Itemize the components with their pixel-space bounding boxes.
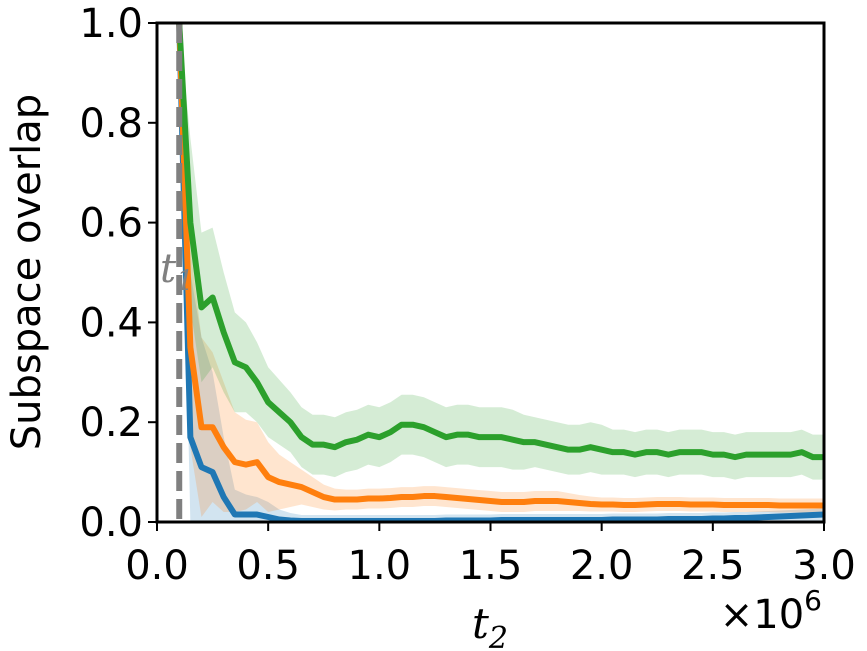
t1-marker-label: t1 (160, 246, 194, 297)
series-1-line (176, 23, 824, 509)
series-2-line (176, 23, 824, 461)
series-lines (176, 23, 824, 522)
series-1-band (179, 23, 824, 518)
y-tick-label: 0.4 (79, 300, 143, 346)
series-2-band (179, 23, 824, 480)
x-tick-label: 2.0 (570, 543, 634, 589)
x-tick-label: 1.5 (459, 543, 523, 589)
y-tick-label: 0.8 (79, 101, 143, 147)
x-axis-label: t2 (472, 599, 508, 651)
x-tick-label: 0.0 (125, 543, 189, 589)
y-tick-label: 0.6 (79, 201, 143, 247)
x-tick-label: 2.5 (681, 543, 745, 589)
x-axis-ticks: 0.0 0.5 1.0 1.5 2.0 2.5 3.0 (125, 522, 856, 589)
x-axis-label-sub: 2 (488, 621, 508, 651)
y-tick-label: 0.2 (79, 400, 143, 446)
x-multiplier-base: ×10 (720, 592, 804, 638)
t1-marker-label-main: t (160, 246, 177, 292)
x-tick-label: 3.0 (792, 543, 856, 589)
x-multiplier-exp: 6 (804, 584, 822, 617)
t1-marker-label-sub: 1 (176, 264, 194, 297)
series-0-line (176, 23, 824, 522)
y-tick-label: 1.0 (79, 1, 143, 47)
x-tick-label: 0.5 (236, 543, 300, 589)
y-axis-ticks: 0.0 0.2 0.4 0.6 0.8 1.0 (79, 1, 157, 546)
x-multiplier-label: ×106 (720, 584, 822, 638)
x-tick-label: 1.0 (348, 543, 412, 589)
y-axis-label: Subspace overlap (4, 94, 50, 450)
confidence-bands (179, 23, 824, 522)
x-axis-label-main: t (472, 599, 489, 648)
y-tick-label: 0.0 (79, 500, 143, 546)
